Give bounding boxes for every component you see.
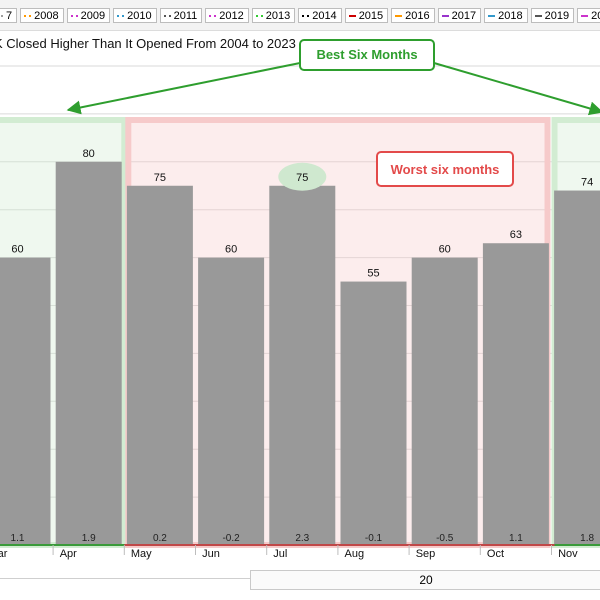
legend-item[interactable]: 2010: [113, 8, 157, 23]
legend-label: 2011: [173, 9, 198, 22]
bar: [411, 257, 478, 545]
legend-swatch-icon: [255, 14, 263, 17]
bar-base-label: -0.5: [436, 533, 454, 544]
scroll-track-line: [0, 578, 250, 579]
legend-swatch-icon: [581, 14, 589, 17]
bar-value-label: 75: [296, 172, 308, 184]
bar-value-label: 80: [83, 148, 95, 160]
legend-item[interactable]: 7: [0, 8, 18, 23]
legend-swatch-icon: [209, 14, 217, 17]
legend-item[interactable]: 2014: [298, 8, 342, 23]
legend-item[interactable]: 2013: [251, 8, 296, 23]
best-arrow-left: [66, 62, 301, 115]
legend-label: 2013: [265, 9, 291, 22]
legend-item[interactable]: 2015: [344, 8, 389, 23]
bar-base-label: -0.2: [222, 533, 240, 544]
legend-swatch-icon: [24, 14, 32, 17]
legend-row: 7 2008 2009 2010 2011 2012 2013 2014 2015 2016 201…: [0, 8, 600, 23]
bar: [482, 243, 549, 546]
legend-label: 2014: [312, 9, 337, 22]
legend-label: 2017: [451, 9, 477, 22]
legend-swatch-icon: [70, 14, 78, 17]
bar: [340, 281, 407, 545]
best-label-box: [299, 39, 435, 71]
legend-label: 2008: [34, 9, 59, 22]
horizontal-scrollbar[interactable]: 20: [0, 568, 600, 592]
x-tick-label: Oct: [487, 548, 504, 560]
x-tick-label: Nov: [558, 548, 578, 560]
bar: [0, 257, 51, 545]
x-tick-label: Sep: [416, 548, 436, 560]
bar-chart: 608075607555606374801.11.90.2-0.22.3-0.1…: [0, 39, 600, 560]
legend-swatch-icon: [163, 14, 171, 17]
x-tick-label: May: [131, 548, 152, 560]
legend-swatch-icon: [0, 14, 3, 17]
legend-item[interactable]: 2009: [66, 8, 111, 23]
bar-value-label: 60: [11, 244, 23, 256]
legend-swatch-icon: [302, 14, 310, 17]
scroll-thumb[interactable]: 20: [250, 570, 600, 590]
x-tick-label: Jul: [273, 548, 287, 560]
legend-item[interactable]: 2012: [205, 8, 249, 23]
legend-swatch-icon: [488, 14, 496, 17]
bar: [55, 161, 122, 546]
bar: [198, 257, 265, 545]
legend-swatch-icon: [534, 14, 542, 17]
chart-title: K Closed Higher Than It Opened From 2004…: [0, 36, 296, 51]
highlight-ellipse: [278, 162, 327, 191]
worst-label-text: Worst six months: [391, 162, 500, 177]
x-tick-label: Mar: [0, 548, 8, 560]
bar-value-label: 60: [225, 244, 237, 256]
bar-value-label: 55: [367, 268, 379, 280]
worst-label-box: [376, 151, 514, 187]
bar-value-label: 63: [510, 229, 522, 241]
bar-value-label: 60: [439, 244, 451, 256]
legend-swatch-icon: [395, 14, 403, 17]
legend-bar: 7 2008 2009 2010 2011 2012 2013 2014 2015 2016 201…: [0, 0, 600, 31]
x-tick-label: Jun: [202, 548, 220, 560]
bar: [269, 185, 336, 545]
bar: [554, 190, 600, 546]
legend-item[interactable]: 2018: [484, 8, 528, 23]
legend-label: 2010: [127, 9, 152, 22]
bar: [126, 185, 193, 545]
bar-base-label: 1.8: [580, 533, 594, 544]
legend-item[interactable]: 2019: [530, 8, 575, 23]
legend-swatch-icon: [348, 14, 356, 17]
x-tick-label: Apr: [60, 548, 77, 560]
legend-label: 2018: [498, 9, 523, 22]
bar-value-label: 75: [154, 172, 166, 184]
best-label-text: Best Six Months: [316, 47, 417, 62]
bar-base-label: -0.1: [365, 533, 383, 544]
bar-base-label: 1.9: [82, 533, 96, 544]
best-arrow-right: [433, 62, 600, 116]
bar-base-label: 1.1: [11, 533, 25, 544]
legend-swatch-icon: [441, 14, 449, 17]
x-tick-label: Aug: [345, 548, 365, 560]
bar-base-label: 0.2: [153, 533, 167, 544]
legend-label: 2019: [544, 9, 570, 22]
legend-item[interactable]: 2008: [20, 8, 64, 23]
legend-label: 2016: [405, 9, 430, 22]
legend-label: 7: [6, 9, 13, 22]
legend-item[interactable]: 2020: [577, 8, 600, 23]
legend-item[interactable]: 2017: [437, 8, 482, 23]
legend-item[interactable]: 2011: [159, 8, 203, 23]
legend-label: 2009: [80, 9, 106, 22]
legend-label: 2015: [358, 9, 384, 22]
bar-base-label: 2.3: [295, 533, 309, 544]
legend-swatch-icon: [117, 14, 125, 17]
legend-item[interactable]: 2016: [391, 8, 435, 23]
legend-label: 2020: [591, 9, 600, 22]
bar-value-label: 74: [581, 177, 593, 189]
legend-label: 2012: [219, 9, 244, 22]
bar-base-label: 1.1: [509, 533, 523, 544]
